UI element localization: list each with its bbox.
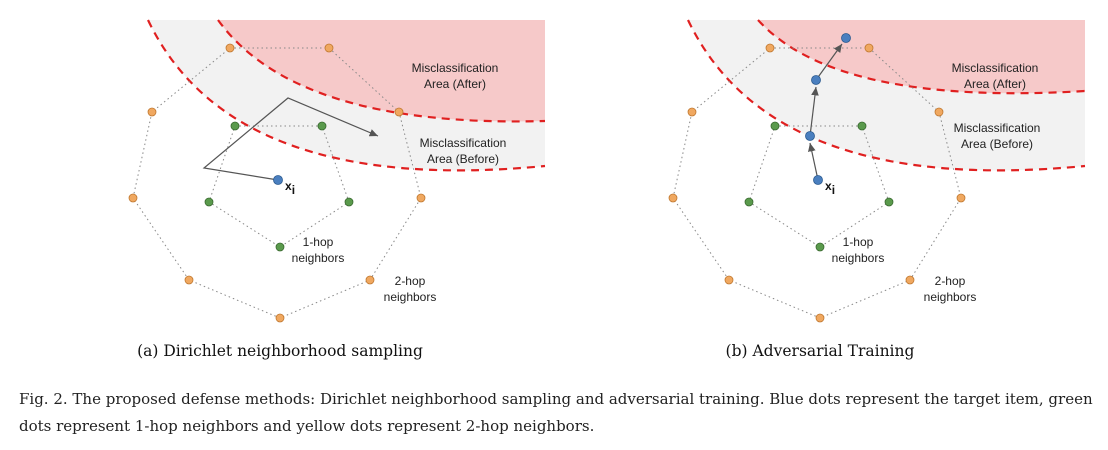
area-after-label-line1: Misclassification [412,61,499,75]
two-hop-dot [324,43,334,53]
one-hop-dot [857,121,867,131]
diagram-canvas: xi Misclassification Area (After) Miscla… [128,19,1086,360]
perturbed-dot [811,75,821,85]
one-hop-label-line1: 1-hop [303,235,334,249]
two-hop-dot [724,275,734,285]
area-after-label-line2: Area (After) [964,77,1026,91]
two-hop-label-line1: 2-hop [935,274,966,288]
panel-a-caption: (a) Dirichlet neighborhood sampling [137,342,423,360]
two-hop-label-line2: neighbors [384,290,437,304]
panel-a: xi Misclassification Area (After) Miscla… [128,19,546,360]
two-hop-dot [864,43,874,53]
area-before-label-line2: Area (Before) [427,152,499,166]
two-hop-label-line2: neighbors [924,290,977,304]
two-hop-label-line1: 2-hop [395,274,426,288]
target-dot [813,175,823,185]
target-label: xi [285,179,295,197]
area-before-label-line1: Misclassification [420,136,507,150]
figure-caption: Fig. 2. The proposed defense methods: Di… [19,390,1093,435]
two-hop-ring [672,47,962,319]
one-hop-dot [815,242,825,252]
two-hop-dot [765,43,775,53]
one-hop-dot [275,242,285,252]
one-hop-dots [204,121,354,252]
one-hop-dot [344,197,354,207]
panel-b-caption: (b) Adversarial Training [726,342,915,360]
one-hop-label-line2: neighbors [292,251,345,265]
two-hop-dot [687,107,697,117]
one-hop-label-line2: neighbors [832,251,885,265]
two-hop-dot [416,193,426,203]
one-hop-ring [748,125,890,248]
two-hop-dot [128,193,138,203]
one-hop-dot [204,197,214,207]
two-hop-dot [815,313,825,323]
two-hop-dot [934,107,944,117]
panel-b: xi Misclassification Area (After) Miscla… [668,19,1086,360]
one-hop-dot [744,197,754,207]
sampling-path [202,97,379,181]
adversarial-dots [805,33,851,185]
one-hop-dot [770,121,780,131]
one-hop-ring [208,125,350,248]
two-hop-dots [128,43,426,323]
boundary-before [687,19,1086,172]
one-hop-dot [317,121,327,131]
two-hop-dot [365,275,375,285]
perturbed-dot [805,131,815,141]
two-hop-dot [184,275,194,285]
two-hop-dot [668,193,678,203]
after-area [758,20,1085,94]
two-hop-dot [275,313,285,323]
area-before-label-line2: Area (Before) [961,137,1033,151]
one-hop-dot [884,197,894,207]
target-label: xi [825,179,835,197]
one-hop-label-line1: 1-hop [843,235,874,249]
boundary-after [757,19,1086,95]
area-before-label-line1: Misclassification [954,121,1041,135]
adversarial-path [808,43,843,181]
one-hop-dots [744,121,894,252]
two-hop-dot [225,43,235,53]
area-after-label-line2: Area (After) [424,77,486,91]
area-after-label-line1: Misclassification [952,61,1039,75]
two-hop-dot [394,107,404,117]
one-hop-dot [230,121,240,131]
two-hop-dot [147,107,157,117]
boundary-before [147,19,546,172]
after-area [218,20,545,122]
perturbed-dot [841,33,851,43]
boundary-after [217,19,546,123]
two-hop-dot [956,193,966,203]
two-hop-ring [132,47,422,319]
two-hop-dots [668,43,966,323]
target-dot [273,175,283,185]
two-hop-dot [905,275,915,285]
